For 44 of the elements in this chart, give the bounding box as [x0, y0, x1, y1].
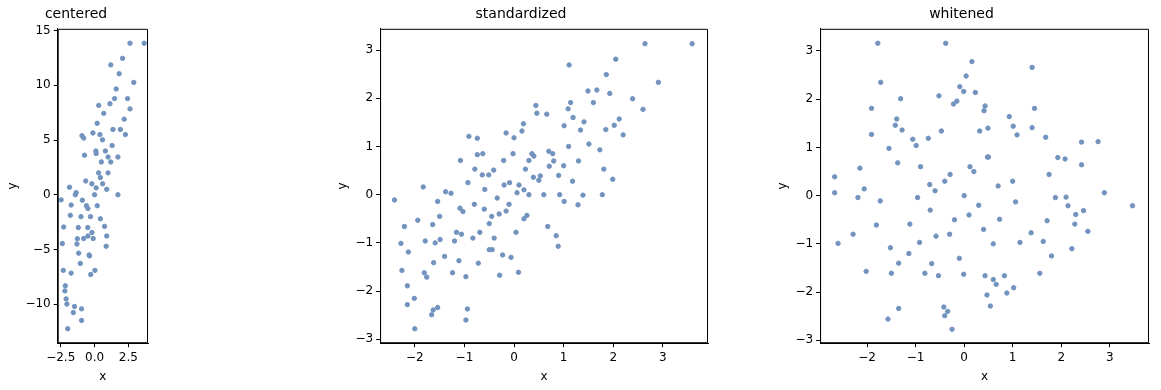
y-tick-label: −2	[355, 283, 374, 298]
x-axis-title: x	[540, 368, 548, 383]
y-tick-label: 3	[365, 42, 374, 57]
x-tick-label: −2.5	[46, 349, 76, 364]
chart-title: whitened	[929, 5, 994, 22]
y-axis-title: y	[5, 182, 20, 190]
chart-title: standardized	[475, 5, 567, 22]
y-tick-label: −1	[355, 235, 374, 250]
y-tick-label: 2	[365, 90, 374, 105]
x-tick-label: 0.0	[84, 349, 105, 364]
x-tick-label: 0	[510, 349, 518, 364]
y-tick-label: 5	[43, 132, 51, 147]
x-axis-title: x	[980, 368, 989, 383]
y-tick-label: 2	[805, 91, 814, 106]
y-tick-label: −3	[355, 331, 374, 346]
y-tick-label: −10	[25, 296, 51, 311]
x-tick-label: −2	[405, 349, 424, 364]
x-tick-label: 3	[1105, 349, 1114, 364]
y-tick-label: 1	[365, 138, 374, 153]
x-tick-label: 1	[559, 349, 568, 364]
x-axis-title: x	[99, 368, 107, 383]
y-tick-label: 15	[35, 22, 51, 37]
y-tick-label: −1	[795, 235, 814, 250]
x-tick-label: −1	[906, 349, 925, 364]
x-tick-label: 3	[659, 349, 667, 364]
y-tick-label: −2	[795, 284, 814, 299]
y-tick-label: 1	[805, 139, 814, 154]
x-tick-label: 2	[1057, 349, 1066, 364]
x-tick-label: 2	[609, 349, 618, 364]
y-tick-label: 3	[805, 43, 814, 58]
y-axis-title: y	[775, 182, 790, 190]
x-tick-label: 2.5	[118, 349, 138, 364]
y-axis-title: y	[335, 182, 350, 190]
x-tick-label: 1	[1008, 349, 1017, 364]
x-tick-label: 0	[960, 349, 968, 364]
y-tick-label: 0	[365, 186, 374, 201]
x-tick-label: −1	[455, 349, 474, 364]
y-tick-label: −5	[33, 241, 51, 256]
chart-title: centered	[44, 5, 108, 22]
y-tick-label: 10	[35, 77, 51, 92]
y-tick-label: 0	[805, 187, 814, 202]
y-tick-label: 0	[43, 186, 51, 201]
y-tick-label: −3	[795, 332, 814, 347]
x-tick-label: −2	[858, 349, 876, 364]
